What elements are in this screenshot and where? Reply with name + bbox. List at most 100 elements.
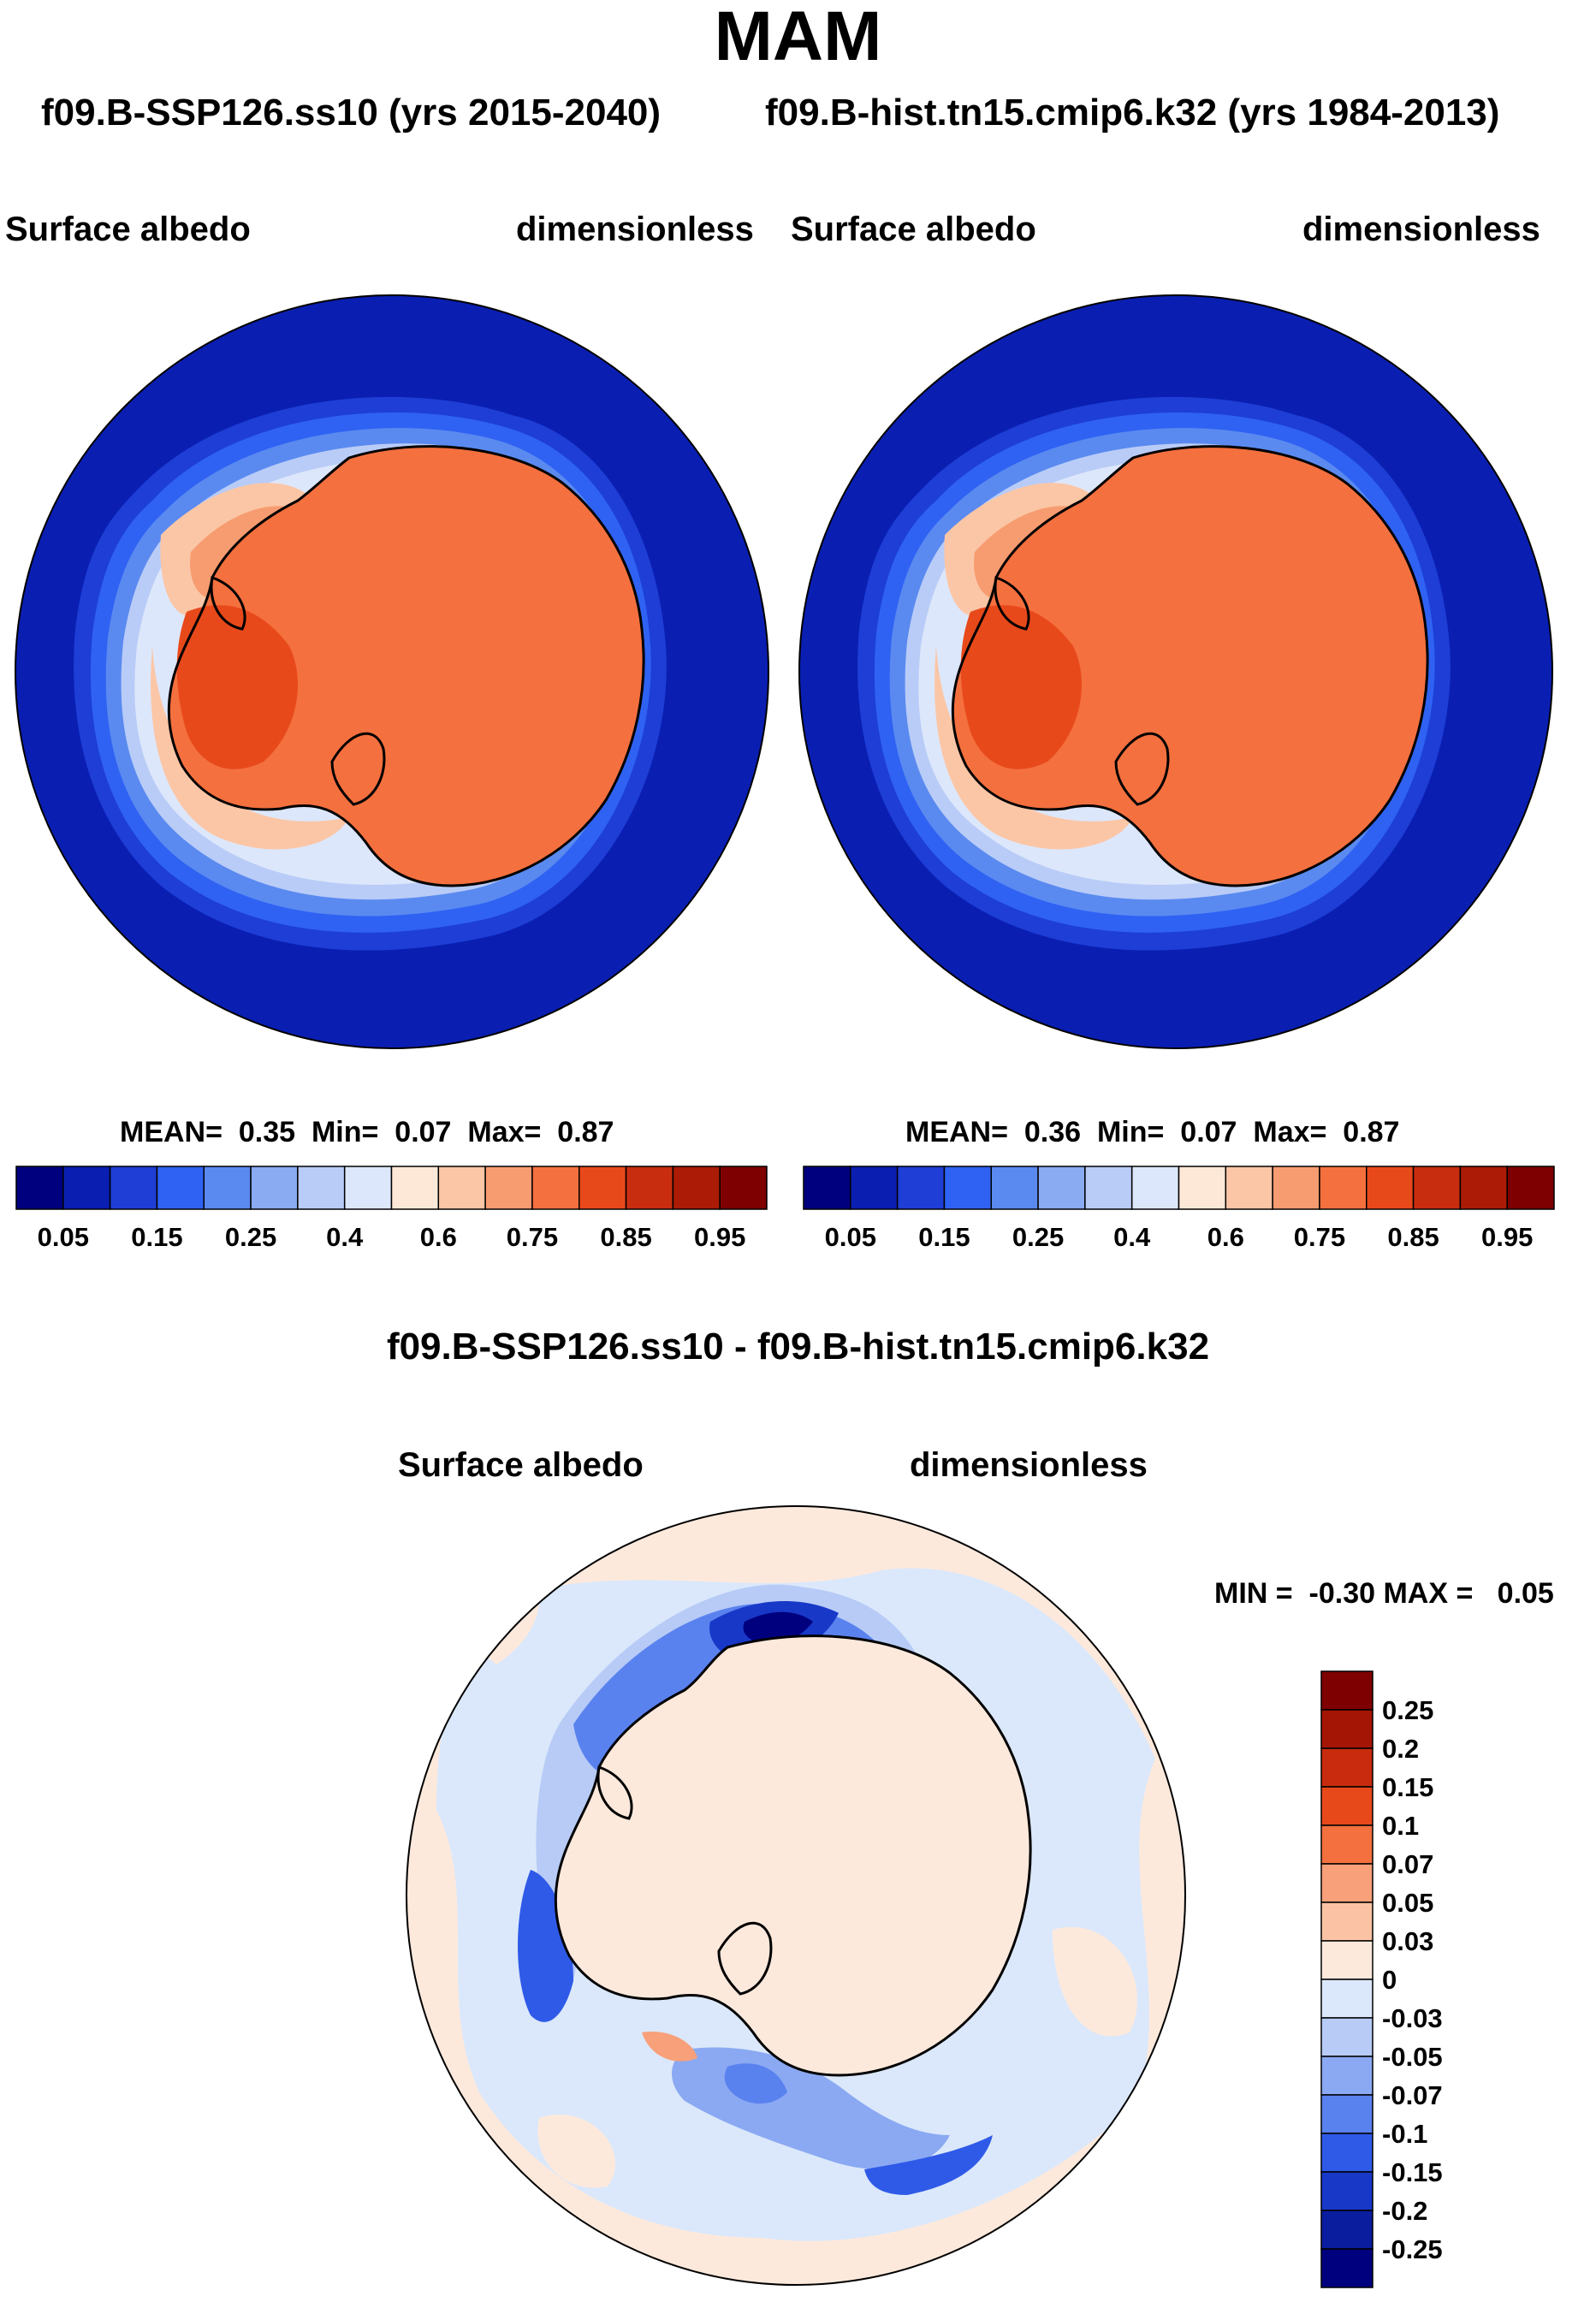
right-colorbar-cell (990, 1166, 1039, 1210)
diff-title: f09.B-SSP126.ss10 - f09.B-hist.tn15.cmip… (386, 1326, 1210, 1368)
left-colorbar-cell (437, 1166, 486, 1210)
difference-colorbar-tick-label: 0.25 (1382, 1695, 1434, 1725)
difference-colorbar-tick-label: 0.1 (1382, 1811, 1420, 1841)
difference-colorbar-tick-label: 0 (1382, 1965, 1397, 1995)
right-albedo-map (798, 294, 1553, 1049)
left-colorbar (15, 1166, 768, 1210)
right-colorbar-cell (803, 1166, 851, 1210)
difference-colorbar-cell (1320, 2248, 1374, 2288)
difference-colorbar-cell (1320, 2133, 1374, 2173)
difference-colorbar-tick-label: -0.05 (1382, 2042, 1443, 2072)
right-units-label: dimensionless (1302, 211, 1540, 248)
difference-colorbar-cell (1320, 1709, 1374, 1749)
difference-colorbar-tick-label: -0.1 (1382, 2119, 1428, 2149)
left-run-label: f09.B-SSP126.ss10 (yrs 2015-2040) (41, 92, 662, 133)
right-colorbar-tick-label: 0.25 (1012, 1222, 1065, 1252)
difference-colorbar-cell (1320, 1979, 1374, 2019)
difference-colorbar-tick-label: -0.15 (1382, 2157, 1443, 2187)
left-colorbar-cell (484, 1166, 533, 1210)
difference-colorbar-cell (1320, 1670, 1374, 1711)
difference-colorbar-cell (1320, 2094, 1374, 2134)
right-colorbar-tick-label: 0.15 (918, 1222, 970, 1252)
right-colorbar-tick-label: 0.85 (1387, 1222, 1439, 1252)
right-colorbar-ticks: 0.05 0.15 0.25 0.4 0.6 0.75 0.85 0.95 (804, 1224, 1554, 1258)
difference-colorbar-tick-label: 0.07 (1382, 1849, 1434, 1879)
right-min-label: Min= (1096, 1116, 1165, 1148)
difference-colorbar-tick-label: -0.2 (1382, 2196, 1428, 2226)
difference-colorbar-ticks: 0.25 0.2 0.15 0.1 0.07 0.05 0.03 0 -0.03 -0.05 -0.… (1382, 1671, 1485, 2287)
left-albedo-map (15, 294, 769, 1049)
left-colorbar-tick-label: 0.85 (600, 1222, 652, 1252)
difference-colorbar-tick-label: -0.07 (1382, 2080, 1443, 2110)
right-mean-value: 0.36 (1023, 1116, 1082, 1148)
right-min-value: 0.07 (1180, 1116, 1237, 1148)
right-colorbar-cell (1319, 1166, 1368, 1210)
right-colorbar-cell (1084, 1166, 1133, 1210)
difference-colorbar-cell (1320, 1786, 1374, 1826)
difference-colorbar-cell (1320, 1747, 1374, 1788)
left-colorbar-cell (203, 1166, 252, 1210)
right-variable-label: Surface albedo (791, 211, 1036, 248)
difference-colorbar-cell (1320, 2056, 1374, 2096)
left-max-label: Max= (467, 1116, 542, 1148)
right-max-value: 0.87 (1343, 1116, 1400, 1148)
diff-variable-label: Surface albedo (398, 1446, 644, 1484)
left-colorbar-cell (390, 1166, 440, 1210)
left-colorbar-tick-label: 0.15 (131, 1222, 183, 1252)
right-colorbar-cell (1178, 1166, 1227, 1210)
left-colorbar-cell (156, 1166, 205, 1210)
difference-colorbar-cell (1320, 1902, 1374, 1942)
left-colorbar-tick-label: 0.25 (224, 1222, 277, 1252)
right-colorbar-cell (1225, 1166, 1273, 1210)
right-colorbar-tick-label: 0.95 (1481, 1222, 1534, 1252)
right-stats-line: MEAN= 0.36 Min= 0.07 Max= 0.87 (905, 1118, 1399, 1147)
right-colorbar-tick-label: 0.4 (1113, 1222, 1151, 1252)
right-colorbar-tick-label: 0.6 (1207, 1222, 1244, 1252)
left-colorbar-tick-label: 0.05 (37, 1222, 89, 1252)
difference-colorbar-tick-label: -0.25 (1382, 2234, 1443, 2264)
left-colorbar-tick-label: 0.75 (506, 1222, 559, 1252)
left-colorbar-tick-label: 0.4 (326, 1222, 364, 1252)
difference-albedo-map (406, 1505, 1186, 2286)
right-colorbar-cell (1366, 1166, 1415, 1210)
left-colorbar-tick-label: 0.6 (419, 1222, 457, 1252)
left-colorbar-cell (297, 1166, 346, 1210)
left-stats-line: MEAN= 0.35 Min= 0.07 Max= 0.87 (120, 1118, 614, 1147)
right-colorbar-cell (1037, 1166, 1086, 1210)
left-mean-value: 0.35 (238, 1116, 296, 1148)
right-colorbar-tick-label: 0.75 (1293, 1222, 1346, 1252)
left-min-value: 0.07 (395, 1116, 452, 1148)
left-units-label: dimensionless (516, 211, 754, 248)
right-colorbar-tick-label: 0.05 (824, 1222, 876, 1252)
left-colorbar-cell (343, 1166, 393, 1210)
left-colorbar-cell (672, 1166, 721, 1210)
right-mean-label: MEAN= (905, 1116, 1008, 1148)
difference-colorbar-tick-label: -0.03 (1382, 2003, 1443, 2033)
right-colorbar (803, 1166, 1555, 1210)
difference-colorbar-cell (1320, 2210, 1374, 2250)
left-colorbar-cell (578, 1166, 627, 1210)
difference-colorbar-tick-label: 0.2 (1382, 1734, 1420, 1764)
left-colorbar-cell (15, 1166, 64, 1210)
difference-colorbar-tick-label: 0.15 (1382, 1772, 1434, 1802)
right-max-label: Max= (1253, 1116, 1327, 1148)
right-colorbar-cell (1506, 1166, 1555, 1210)
difference-colorbar-cell (1320, 1863, 1374, 1903)
left-colorbar-cell (531, 1166, 580, 1210)
difference-colorbar-tick-label: 0.03 (1382, 1926, 1434, 1956)
right-colorbar-cell (1130, 1166, 1180, 1210)
left-colorbar-cell (625, 1166, 674, 1210)
right-run-label: f09.B-hist.tn15.cmip6.k32 (yrs 1984-2013… (765, 92, 1500, 133)
left-min-label: Min= (311, 1116, 379, 1148)
diff-minmax: MIN = -0.30 MAX = 0.05 (1214, 1577, 1554, 1610)
left-max-value: 0.87 (557, 1116, 614, 1148)
left-mean-label: MEAN= (120, 1116, 222, 1148)
difference-colorbar-cell (1320, 1824, 1374, 1865)
difference-colorbar-cell (1320, 2017, 1374, 2057)
difference-colorbar-tick-label: 0.05 (1382, 1888, 1434, 1918)
left-colorbar-cell (62, 1166, 111, 1210)
right-colorbar-cell (1412, 1166, 1462, 1210)
diff-units-label: dimensionless (910, 1446, 1148, 1484)
right-colorbar-cell (943, 1166, 992, 1210)
left-colorbar-cell (109, 1166, 158, 1210)
